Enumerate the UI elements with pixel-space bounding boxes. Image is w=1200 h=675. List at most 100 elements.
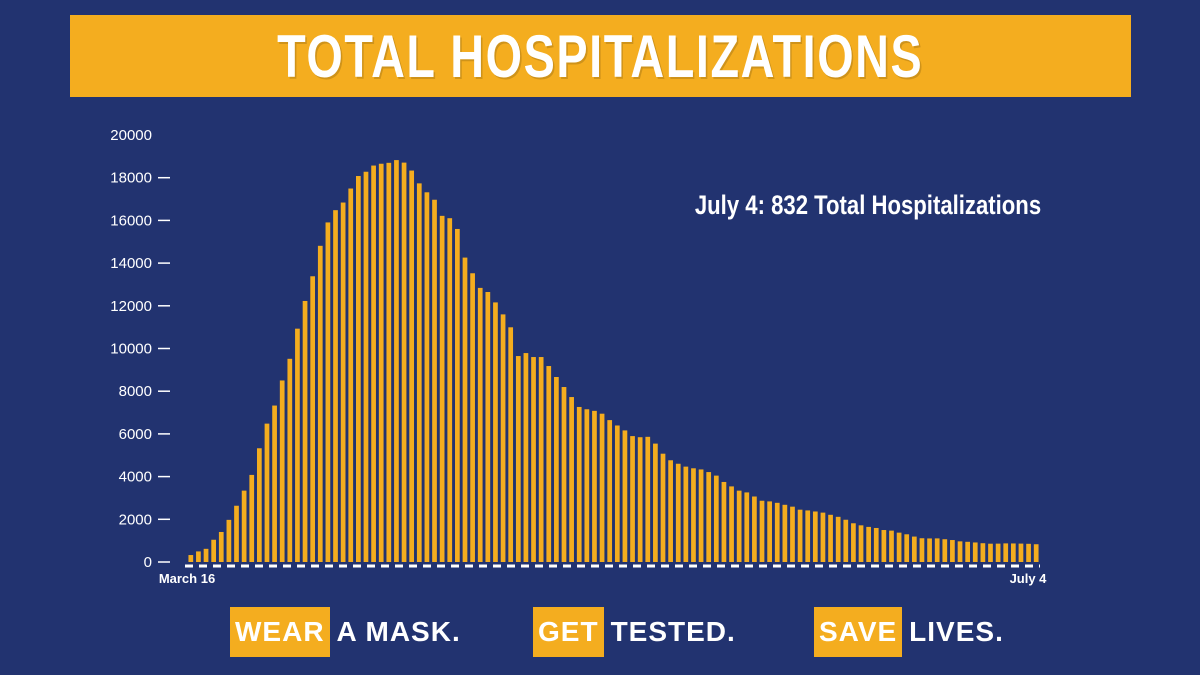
bar xyxy=(218,531,224,562)
bar xyxy=(439,215,445,562)
slogan-wear-mask: WEAR A MASK. xyxy=(230,607,461,657)
bar xyxy=(378,163,384,563)
bar xyxy=(279,380,285,562)
bar xyxy=(554,377,559,562)
bar xyxy=(203,548,209,562)
bar xyxy=(858,525,864,562)
bar xyxy=(523,353,529,562)
bar xyxy=(683,466,689,562)
bar xyxy=(668,460,673,562)
x-tick-label-end: July 4 xyxy=(1010,571,1048,586)
bar xyxy=(698,469,704,562)
y-tick-label: 18000 xyxy=(110,170,152,187)
bar xyxy=(310,276,316,562)
bar xyxy=(675,463,681,562)
bar xyxy=(546,366,552,562)
y-tick-label: 6000 xyxy=(119,426,152,443)
bar xyxy=(919,538,925,562)
bar xyxy=(302,300,308,562)
y-axis: 0 2000 4000 6000 8000 10000 12000 14000 16000 180… xyxy=(110,127,170,571)
bar xyxy=(249,474,255,562)
bar xyxy=(607,420,613,562)
chart-annotation: July 4: 832 Total Hospitalizations xyxy=(695,191,1041,221)
bar xyxy=(500,314,506,562)
bar xyxy=(904,534,910,562)
bar xyxy=(934,538,940,562)
bar xyxy=(729,486,734,562)
bar xyxy=(188,555,194,562)
bar xyxy=(660,453,666,562)
bar xyxy=(911,536,917,562)
bar xyxy=(820,512,826,562)
bar xyxy=(835,516,841,562)
bar xyxy=(782,504,788,562)
y-tick-label: 14000 xyxy=(110,255,152,272)
slogan-text: LIVES. xyxy=(909,616,1004,647)
bar xyxy=(736,490,742,562)
bar xyxy=(630,436,635,562)
bar xyxy=(1010,543,1016,562)
bar xyxy=(234,505,239,562)
slogan-highlight: GET xyxy=(533,607,604,657)
bar xyxy=(706,472,712,562)
bar xyxy=(470,273,475,562)
bar xyxy=(394,160,399,562)
bar xyxy=(790,506,795,562)
y-tick-label: 10000 xyxy=(110,341,152,358)
bar xyxy=(576,406,582,562)
bar xyxy=(942,539,948,562)
bar xyxy=(691,468,696,562)
bar xyxy=(272,405,277,562)
bar xyxy=(927,538,932,562)
bar xyxy=(340,202,346,562)
y-tick-label: 20000 xyxy=(110,127,152,144)
bar xyxy=(348,188,354,562)
bar xyxy=(1026,543,1031,562)
bar xyxy=(744,492,750,562)
bar xyxy=(995,543,1001,562)
bar xyxy=(363,171,369,563)
y-tick-label: 4000 xyxy=(119,469,152,486)
slogan-highlight: WEAR xyxy=(230,607,330,657)
bar xyxy=(881,530,887,562)
bar xyxy=(866,526,871,562)
bar xyxy=(241,490,247,562)
slogan-text: A MASK. xyxy=(336,616,461,647)
bar xyxy=(493,302,498,562)
bar xyxy=(569,397,574,562)
bar xyxy=(774,502,780,562)
bar xyxy=(1003,543,1009,562)
bar xyxy=(988,543,993,562)
slogan-highlight: SAVE xyxy=(814,607,903,657)
bar xyxy=(721,481,727,562)
bar xyxy=(797,509,803,562)
bar xyxy=(805,510,811,562)
bar xyxy=(614,425,620,562)
bar xyxy=(447,218,453,562)
bar xyxy=(965,541,971,562)
bar xyxy=(812,511,818,562)
bar xyxy=(538,357,544,562)
bar xyxy=(957,541,963,562)
bar xyxy=(409,170,415,563)
bar xyxy=(653,443,658,562)
slogan-get-tested: GET TESTED. xyxy=(533,607,736,657)
y-tick-label: 8000 xyxy=(119,383,152,400)
bar xyxy=(599,413,605,562)
y-tick-label: 2000 xyxy=(119,511,152,528)
bar xyxy=(226,519,232,562)
bar xyxy=(401,162,407,563)
bar xyxy=(462,257,468,562)
bar xyxy=(950,540,955,562)
bar xyxy=(759,500,765,562)
bar xyxy=(873,527,879,562)
bar xyxy=(1018,543,1024,562)
bar xyxy=(713,475,719,562)
bar xyxy=(196,551,201,562)
bar xyxy=(287,358,293,562)
bar-series xyxy=(188,160,1039,563)
y-tick-label: 12000 xyxy=(110,298,152,315)
bar xyxy=(386,162,392,562)
bar xyxy=(531,357,536,562)
bar xyxy=(485,292,491,562)
